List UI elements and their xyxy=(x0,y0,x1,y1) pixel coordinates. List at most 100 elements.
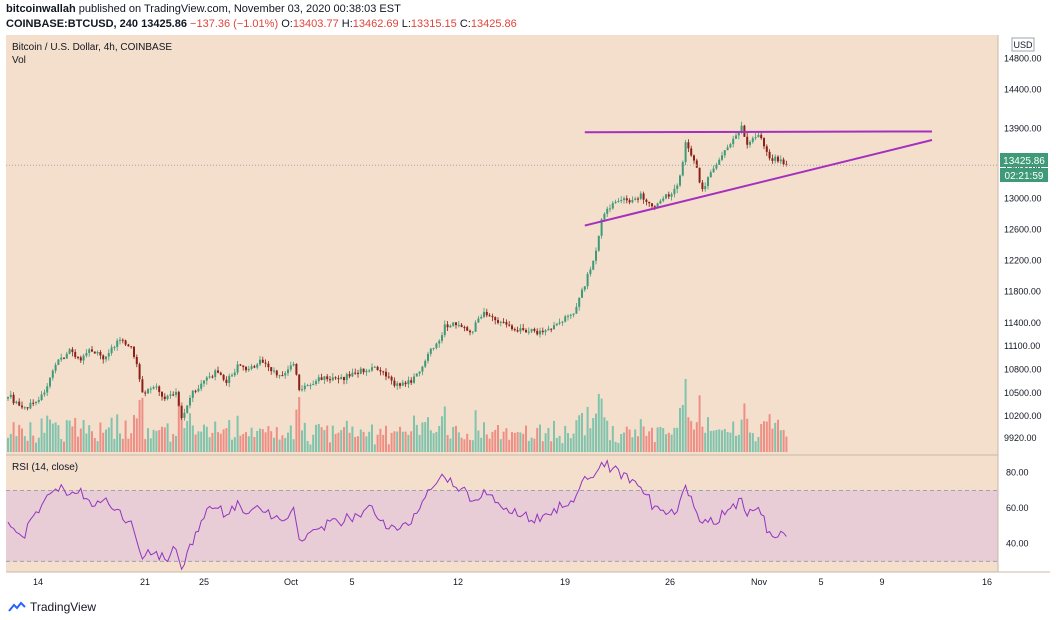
volume-bar xyxy=(91,431,93,452)
volume-bar xyxy=(163,427,166,452)
candle-body xyxy=(533,328,536,331)
volume-bar xyxy=(278,439,281,452)
volume-bar xyxy=(110,417,113,452)
author-name[interactable]: bitcoinwallah xyxy=(6,3,76,15)
currency-badge[interactable]: USD xyxy=(1011,37,1035,52)
volume-bar xyxy=(250,427,253,452)
volume-bar xyxy=(611,426,614,452)
volume-bar xyxy=(662,428,665,452)
chart-area[interactable]: 9920.00 10200.00 10500.00 10800.00 11100.00 1… xyxy=(0,0,1056,600)
candle-body xyxy=(471,331,474,333)
brand-label[interactable]: TradingView xyxy=(30,600,97,614)
volume-bar xyxy=(51,423,54,452)
volume-bar xyxy=(233,437,236,452)
currency-badge-bg[interactable] xyxy=(1011,37,1035,52)
candle-body xyxy=(382,371,385,373)
candle-body xyxy=(623,198,625,201)
volume-bar xyxy=(592,418,595,452)
volume-bar xyxy=(46,415,49,452)
candle-body xyxy=(127,344,130,347)
candle-body xyxy=(85,352,88,356)
candle-body xyxy=(480,316,483,319)
candle-body xyxy=(124,340,127,345)
volume-bar xyxy=(410,431,413,452)
price-tick-label: 9920.00 xyxy=(1004,433,1037,443)
volume-bar xyxy=(536,427,539,452)
candle-body xyxy=(225,379,228,383)
volume-bar xyxy=(483,422,485,452)
price-pane-bg[interactable] xyxy=(6,35,998,455)
currency-label[interactable]: USD xyxy=(1013,40,1033,50)
volume-bar xyxy=(701,426,704,452)
candle-body xyxy=(592,260,595,270)
candle-body xyxy=(239,364,242,366)
volume-bar xyxy=(63,441,65,452)
candle-body xyxy=(656,203,659,207)
volume-bar xyxy=(401,431,404,452)
volume-bar xyxy=(721,430,723,452)
candle-body xyxy=(600,219,603,236)
candle-body xyxy=(298,374,301,391)
volume-bar xyxy=(49,419,51,452)
volume-bar xyxy=(32,435,35,452)
candle-body xyxy=(175,391,177,395)
candle-body xyxy=(457,324,460,326)
candle-body xyxy=(399,383,401,386)
volume-bar xyxy=(379,428,382,452)
candle-body xyxy=(729,144,732,148)
candle-body xyxy=(261,359,264,363)
candle-body xyxy=(435,343,438,348)
candle-body xyxy=(359,368,362,374)
volume-bar xyxy=(18,424,21,452)
volume-bar xyxy=(317,424,320,452)
candle-body xyxy=(494,317,497,321)
volume-bar xyxy=(270,431,273,452)
volume-bar xyxy=(214,421,217,452)
candle-body xyxy=(40,394,43,401)
candle-body xyxy=(320,377,323,380)
candle-body xyxy=(547,328,550,331)
volume-bar xyxy=(130,433,133,452)
candle-body xyxy=(130,346,133,348)
candle-body xyxy=(107,353,110,357)
volume-bar xyxy=(494,429,497,452)
candle-body xyxy=(651,203,653,207)
volume-bar xyxy=(107,427,110,452)
volume-bar xyxy=(642,426,645,452)
candle-body xyxy=(35,401,37,404)
volume-bars xyxy=(7,378,788,452)
price-tick-label: 12600.00 xyxy=(1004,224,1042,234)
volume-bar xyxy=(404,431,407,452)
volume-bar xyxy=(508,439,511,452)
volume-bar xyxy=(491,431,494,452)
volume-bar xyxy=(133,415,135,452)
candle-body xyxy=(684,142,687,163)
candle-body xyxy=(737,131,740,136)
candle-body xyxy=(51,370,54,378)
volume-bar xyxy=(726,431,729,452)
candle-body xyxy=(519,328,522,332)
trendlines[interactable] xyxy=(584,130,933,227)
volume-bar xyxy=(284,438,287,452)
candle-body xyxy=(43,392,46,395)
volume-bar xyxy=(245,432,247,452)
volume-bar xyxy=(191,425,194,452)
volume-bar xyxy=(474,410,477,452)
candle-body xyxy=(771,158,774,161)
volume-bar xyxy=(169,441,172,452)
candle-body xyxy=(777,156,779,162)
volume-bar xyxy=(396,431,399,452)
volume-bar xyxy=(365,436,368,452)
volume-bar xyxy=(575,420,578,452)
candle-body xyxy=(446,324,449,328)
volume-bar xyxy=(513,432,516,452)
volume-bar xyxy=(222,429,225,452)
candle-body xyxy=(96,352,99,354)
candle-body xyxy=(740,125,743,132)
volume-bar xyxy=(236,415,239,452)
volume-bar xyxy=(774,422,777,452)
volume-bar xyxy=(309,444,312,452)
candle-body xyxy=(427,353,429,361)
volume-bar xyxy=(60,439,63,452)
volume-bar xyxy=(757,436,760,452)
